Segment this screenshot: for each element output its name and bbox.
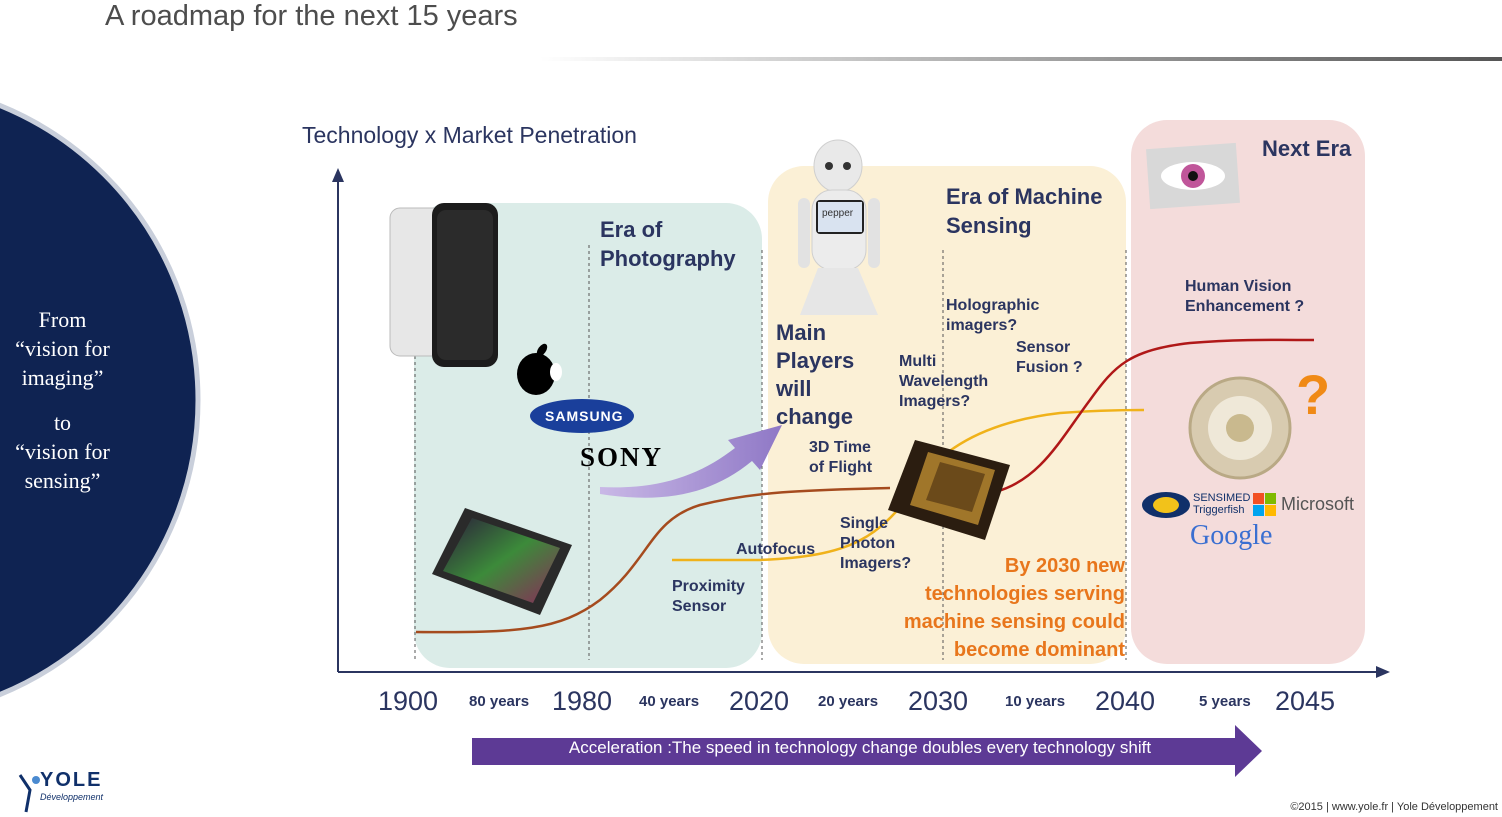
tech-line: Holographic: [946, 297, 1040, 314]
side-line: imaging”: [21, 365, 104, 390]
statement-line: become dominant: [953, 639, 1125, 661]
tech-proximity: Proximity Sensor: [672, 577, 745, 617]
tech-line: Imagers?: [899, 393, 971, 410]
samsung-logo-oval: [530, 399, 634, 433]
google-logo: Google: [1190, 520, 1273, 551]
side-line: From: [38, 307, 87, 332]
sensimed-text: SENSIMED Triggerfish: [1193, 492, 1250, 516]
statement-line: machine sensing could: [903, 611, 1125, 633]
gap-40-years: 40 years: [639, 693, 700, 710]
header-rule: [540, 57, 1502, 61]
statement-line: By 2030 new: [1004, 555, 1125, 577]
side-line: to: [53, 410, 72, 435]
tech-holographic: Holographic imagers?: [946, 296, 1039, 336]
tech-line: Human Vision: [1185, 278, 1292, 295]
side-line: “vision for: [15, 336, 110, 361]
pepper-label: pepper: [822, 208, 854, 219]
footer-copyright: ©2015 | www.yole.fr | Yole Développement: [1290, 801, 1498, 813]
microsoft-logo: Microsoft: [1281, 494, 1355, 514]
era-title-line: Sensing: [946, 213, 1032, 238]
tech-line: Imagers?: [840, 555, 912, 572]
side-line: sensing”: [24, 468, 101, 493]
tech-line: Photon: [840, 535, 896, 552]
era-title-line: Photography: [600, 246, 736, 271]
tech-tof: 3D Time of Flight: [809, 438, 872, 478]
tech-human-vision: Human Vision Enhancement ?: [1185, 277, 1304, 317]
side-circle: [0, 102, 201, 698]
tech-line: 3D Time: [809, 439, 871, 456]
page-title: A roadmap for the next 15 years: [105, 0, 518, 32]
side-line: “vision for: [15, 439, 110, 464]
microsoft-logo-squares: [1253, 493, 1276, 516]
year-2045: 2045: [1275, 686, 1336, 716]
side-caption: From “vision for imaging” to “vision for…: [0, 305, 125, 495]
main-players-line: Players: [776, 348, 855, 373]
tech-line: Single: [840, 515, 889, 532]
tech-sensor-fusion: Sensor Fusion ?: [1016, 338, 1083, 378]
yole-logo-mark: [18, 774, 40, 813]
era-photography-title: Era of Photography: [600, 215, 736, 273]
gap-5-years: 5 years: [1199, 693, 1251, 710]
dominance-statement: By 2030 new technologies serving machine…: [860, 552, 1125, 664]
x-axis-arrow: [1376, 666, 1390, 678]
question-mark: ?: [1296, 363, 1331, 426]
year-2020: 2020: [729, 686, 790, 716]
year-1900: 1900: [378, 686, 439, 716]
sensimed-line: SENSIMED: [1193, 492, 1251, 504]
chip-picture: [888, 440, 1010, 540]
samsung-logo: SAMSUNG: [545, 408, 624, 424]
curve-next: [994, 338, 1315, 494]
sensimed-logo: [1142, 492, 1190, 518]
tech-line: of Flight: [809, 459, 873, 476]
era-title-line: Era of: [600, 217, 663, 242]
gap-10-years: 10 years: [1005, 693, 1066, 710]
statement-line: technologies serving: [924, 583, 1125, 605]
sony-logo: SONY: [580, 442, 664, 472]
main-players-line: Main: [776, 320, 827, 345]
tech-autofocus: Autofocus: [736, 541, 816, 558]
year-2040: 2040: [1095, 686, 1156, 716]
yole-logo-name: YOLE: [40, 769, 103, 791]
main-players-line: change: [776, 404, 854, 429]
main-players-line: will: [776, 376, 812, 401]
yole-logo-sub: Développement: [40, 792, 104, 802]
gap-80-years: 80 years: [469, 693, 530, 710]
tech-line: Proximity: [672, 578, 745, 595]
year-1980: 1980: [552, 686, 613, 716]
sensimed-line: Triggerfish: [1193, 504, 1245, 516]
acceleration-bar: [472, 738, 1240, 765]
players-change-arrow: [600, 425, 782, 498]
tech-line: Enhancement ?: [1185, 298, 1305, 315]
iphone-picture: [389, 203, 498, 367]
main-players-text: Main Players will change: [776, 319, 854, 431]
year-2030: 2030: [908, 686, 969, 716]
gap-20-years: 20 years: [818, 693, 879, 710]
tech-line: Wavelength: [899, 373, 989, 390]
y-axis-arrow: [332, 168, 344, 182]
tech-line: imagers?: [946, 317, 1018, 334]
curve-photography: [415, 486, 891, 634]
tech-line: Fusion ?: [1016, 359, 1083, 376]
era-next-title: Next Era: [1262, 136, 1352, 161]
era-machine-title: Era of Machine Sensing: [946, 182, 1102, 240]
tech-multi-wavelength: Multi Wavelength Imagers?: [899, 352, 988, 412]
tech-line: Sensor: [1016, 339, 1071, 356]
tech-line: Multi: [899, 353, 937, 370]
pepper-robot-picture: [798, 139, 880, 315]
image-sensor-picture: [432, 508, 572, 615]
tech-spad: Single Photon Imagers?: [840, 514, 911, 574]
eye-picture: [1146, 142, 1240, 210]
acceleration-text: Acceleration :The speed in technology ch…: [568, 738, 1152, 757]
y-axis-label: Technology x Market Penetration: [302, 122, 637, 148]
tech-line: Sensor: [672, 598, 727, 615]
acceleration-arrowhead: [1235, 725, 1262, 777]
apple-logo: [517, 343, 562, 395]
smart-lens-picture: [1188, 376, 1292, 480]
era-title-line: Era of Machine: [946, 184, 1103, 209]
